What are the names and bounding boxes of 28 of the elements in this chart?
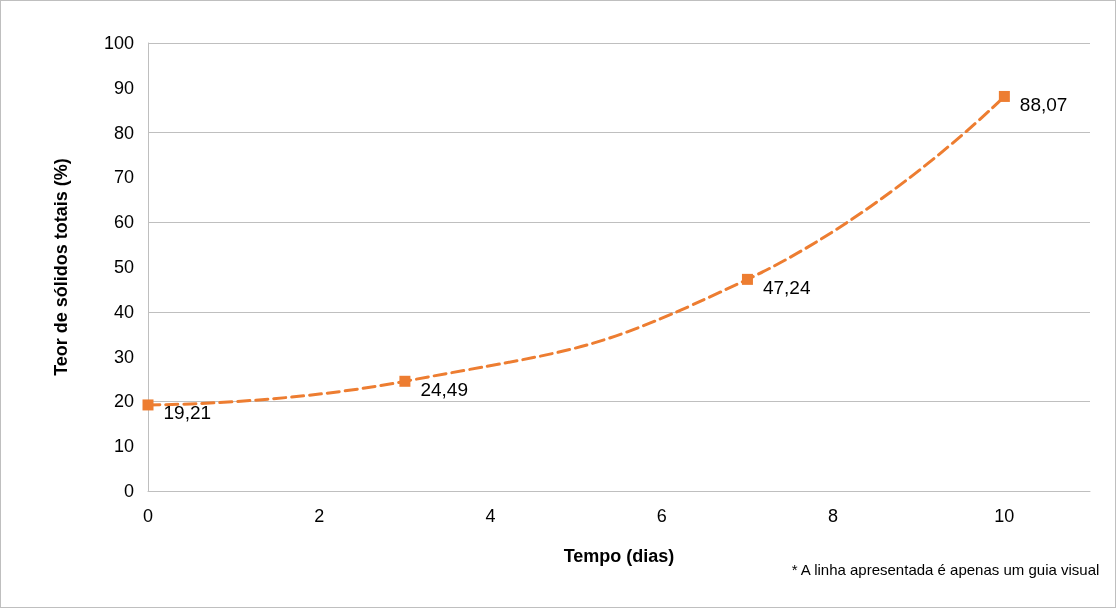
x-axis-title: Tempo (dias): [563, 546, 675, 566]
y-tick-label: 80: [113, 122, 134, 143]
x-tick-label: 8: [828, 506, 839, 526]
point: [741, 273, 753, 285]
y-tick-label: 30: [113, 346, 134, 367]
y-tick-label: 90: [113, 77, 134, 98]
x-tick-label: 4: [485, 506, 496, 526]
data-label: 24,49: [420, 378, 468, 400]
x-tick-label: 0: [142, 506, 154, 526]
x-tick-label: 6: [656, 506, 667, 526]
y-tick-label: 10: [113, 436, 134, 457]
x-tick-label: 10: [994, 506, 1015, 526]
point: [998, 90, 1010, 102]
y-axis-title: Teor de sólidos totais (%): [51, 158, 71, 376]
y-tick-label: 50: [113, 257, 134, 277]
text: * A linha apresentada é apenas um guia visual: [791, 561, 1100, 578]
point: [142, 399, 154, 411]
y-tick-label: 60: [113, 212, 134, 233]
x-tick-label: 2: [314, 506, 325, 526]
y-tick-label: 40: [113, 301, 134, 322]
y-tick-label: 0: [123, 481, 134, 501]
y-tick-label: 20: [113, 391, 134, 412]
data-label: 19,21: [163, 402, 212, 424]
data-label: 47,24: [762, 276, 811, 298]
y-tick-label: 70: [113, 167, 134, 188]
point: [399, 375, 411, 387]
data-label: 88,07: [1019, 93, 1068, 115]
y-tick-label: 100: [103, 33, 134, 53]
